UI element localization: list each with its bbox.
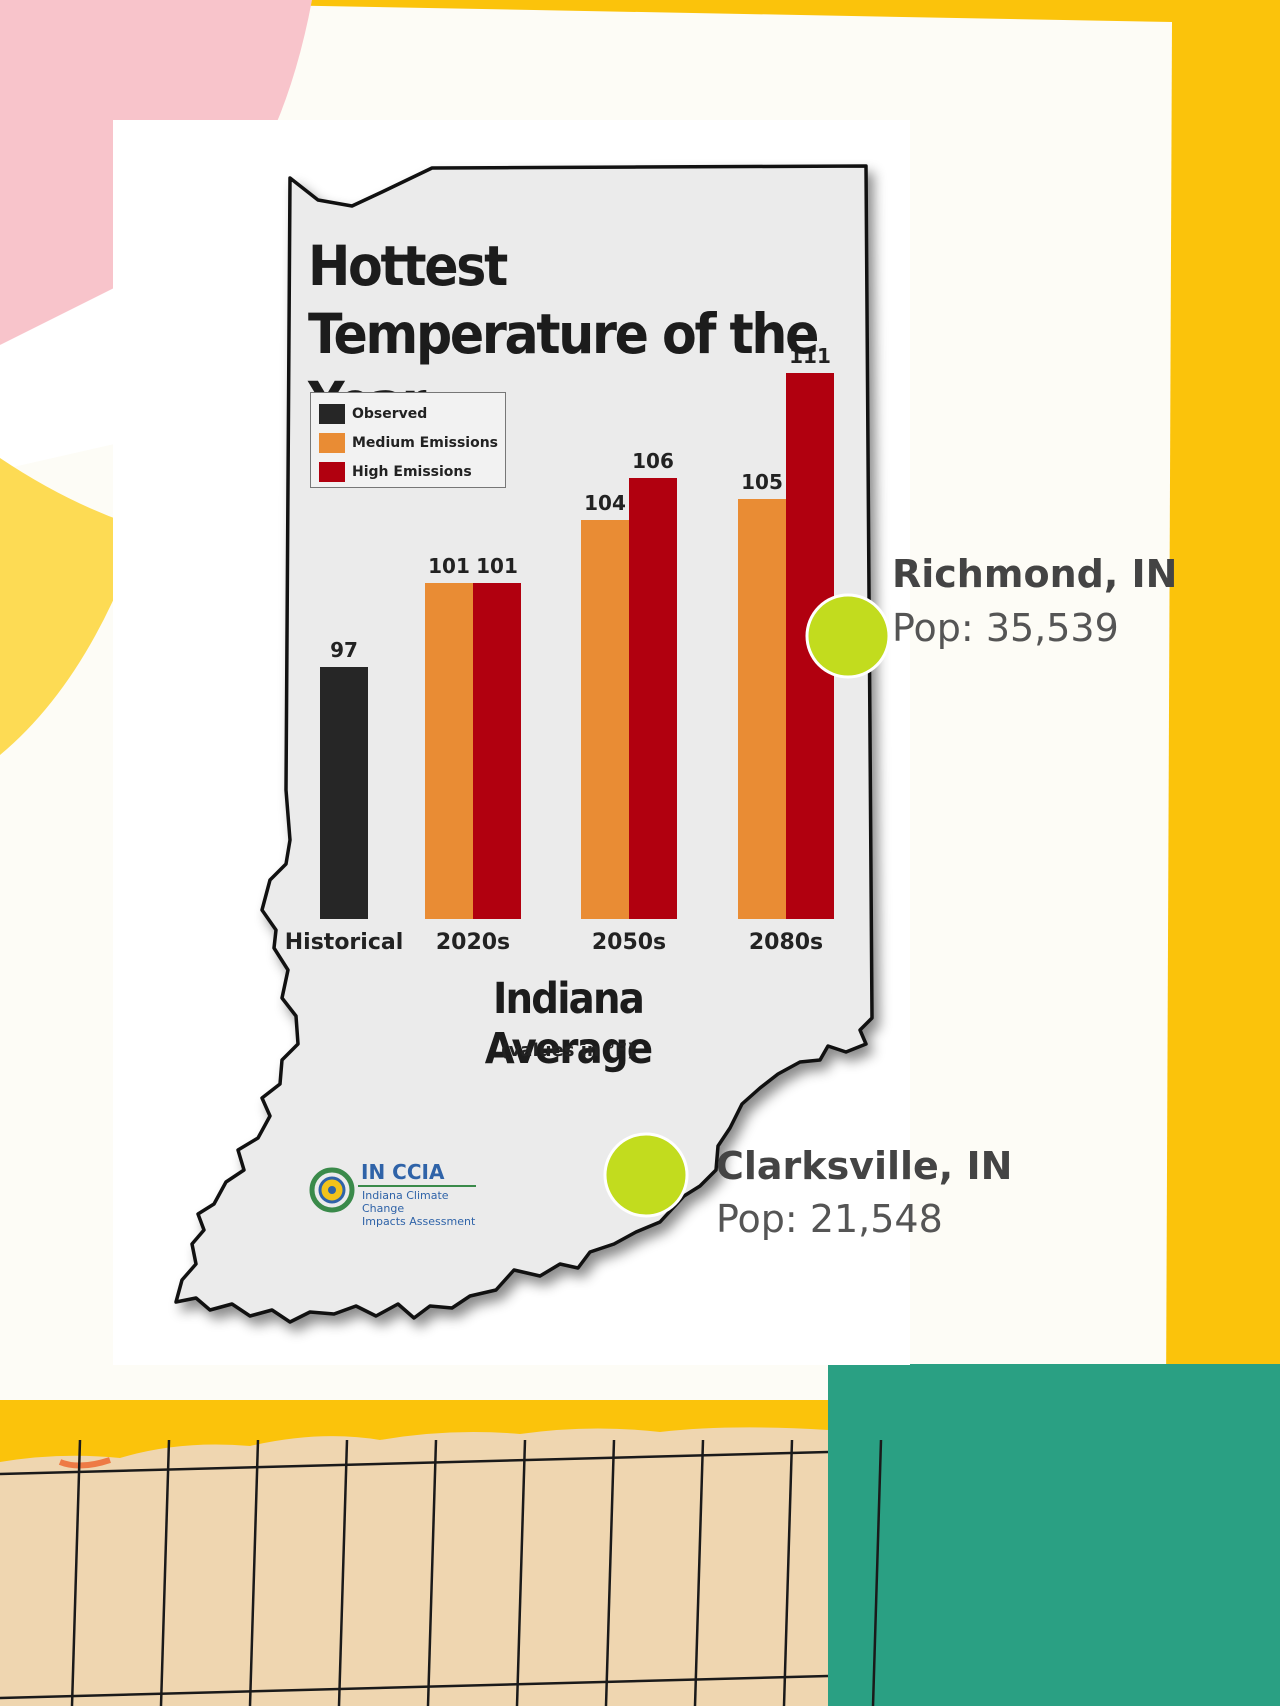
richmond-population: Pop: 35,539: [892, 606, 1119, 650]
legend-label-observed: Observed: [352, 405, 428, 422]
clarksville-marker[interactable]: [603, 1132, 689, 1218]
bar-group: [320, 373, 834, 919]
logo-line-2: Impacts Assessment: [362, 1215, 476, 1228]
inccia-logo-emblem: [309, 1167, 476, 1213]
legend-item-high: High Emissions: [319, 457, 505, 486]
chart-subtitle: Indiana Average: [484, 974, 653, 1074]
logo-subtitle: Indiana Climate Change Impacts Assessmen…: [362, 1189, 492, 1228]
value-label-2050s-high-emissions: 106: [632, 449, 674, 473]
chart-title: Hottest Temperature of the Year: [308, 234, 819, 434]
legend-label-medium: Medium Emissions: [352, 434, 499, 451]
value-label-historical-observed: 97: [330, 638, 358, 662]
value-label-2020s-medium-emissions: 101: [428, 554, 470, 578]
legend-swatch-medium: [319, 432, 345, 453]
legend-label-high: High Emissions: [352, 463, 472, 480]
category-label-2020s: 2020s: [436, 930, 510, 955]
value-label-2050s-medium-emissions: 104: [584, 491, 626, 515]
bar-2050s-high-emissions: [629, 478, 677, 919]
bar-2080s-medium-emissions: [738, 499, 786, 919]
bar-2050s-medium-emissions: [581, 520, 629, 919]
bar-historical-observed: [320, 667, 368, 919]
category-label-2050s: 2050s: [592, 930, 666, 955]
category-labels: Historical 2020s 2050s 2080s: [285, 930, 823, 955]
clarksville-population: Pop: 21,548: [716, 1197, 943, 1241]
logo-name: IN CCIA: [361, 1160, 445, 1184]
units-note: (values in °F): [500, 1040, 636, 1061]
value-label-2020s-high-emissions: 101: [476, 554, 518, 578]
chart-legend: Observed Medium Emissions High Emissions: [310, 392, 506, 488]
yellow-shape: [0, 458, 142, 755]
teal-block: [828, 1364, 1280, 1706]
category-label-historical: Historical: [285, 930, 404, 955]
richmond-marker[interactable]: [805, 593, 891, 679]
graph-paper: [0, 1427, 883, 1706]
richmond-name: Richmond, IN: [892, 552, 1178, 596]
clarksville-name: Clarksville, IN: [716, 1144, 1013, 1188]
bar-2020s-medium-emissions: [425, 583, 473, 919]
legend-item-medium: Medium Emissions: [319, 428, 505, 457]
logo-line-1: Indiana Climate Change: [362, 1189, 449, 1215]
legend-item-observed: Observed: [319, 399, 505, 428]
category-label-2080s: 2080s: [749, 930, 823, 955]
value-label-2080s-medium-emissions: 105: [741, 470, 783, 494]
value-label-2080s-high-emissions: 111: [789, 344, 831, 368]
bar-2020s-high-emissions: [473, 583, 521, 919]
legend-swatch-observed: [319, 403, 345, 424]
legend-swatch-high: [319, 461, 345, 482]
